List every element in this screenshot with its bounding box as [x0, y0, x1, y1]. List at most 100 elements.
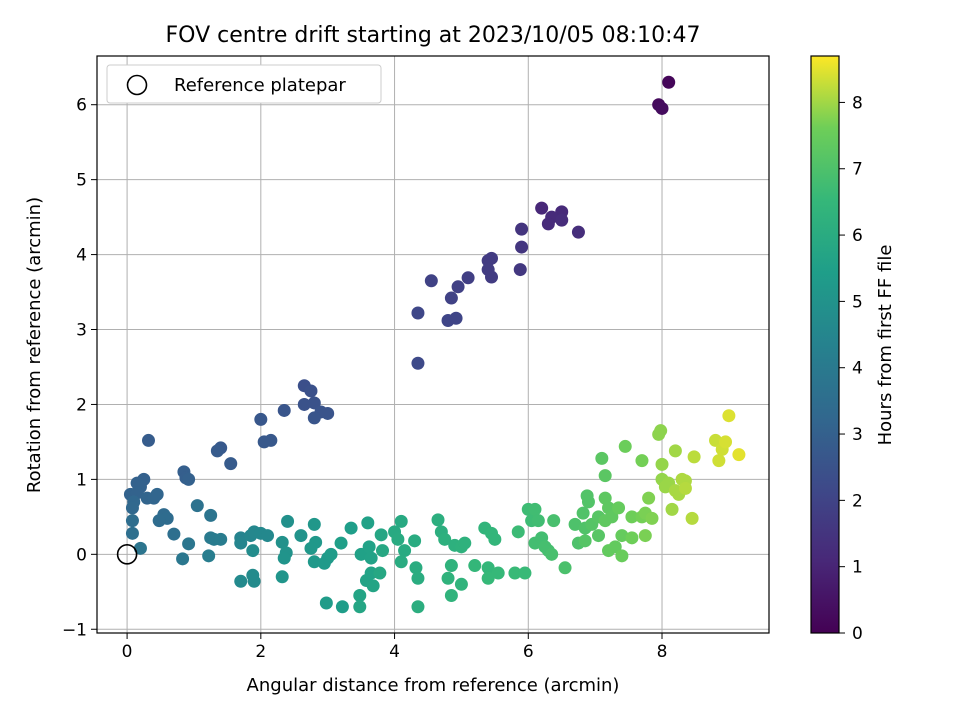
- data-point: [444, 559, 458, 573]
- data-point: [481, 571, 495, 585]
- data-point: [335, 600, 349, 614]
- data-point: [214, 532, 228, 546]
- data-point: [210, 444, 224, 458]
- data-point: [515, 222, 529, 236]
- data-point: [461, 271, 475, 285]
- data-point: [578, 534, 592, 548]
- data-point: [133, 541, 147, 555]
- data-point: [391, 532, 405, 546]
- data-point: [366, 579, 380, 593]
- data-point: [362, 540, 376, 554]
- data-points: [123, 75, 746, 614]
- y-axis-label: Rotation from reference (arcmin): [24, 197, 45, 493]
- data-point: [364, 551, 378, 565]
- data-point: [373, 566, 387, 580]
- data-point: [645, 511, 659, 525]
- data-point: [374, 528, 388, 542]
- data-point: [642, 491, 656, 505]
- data-point: [344, 521, 358, 535]
- data-point: [304, 541, 318, 555]
- data-point: [141, 433, 155, 447]
- data-point: [182, 472, 196, 486]
- data-point: [485, 270, 499, 284]
- data-point: [712, 454, 726, 468]
- data-point: [204, 508, 218, 522]
- y-tick-label: −1: [62, 620, 87, 640]
- data-point: [618, 439, 632, 453]
- data-point: [625, 531, 639, 545]
- data-point: [595, 451, 609, 465]
- colorbar-ticks: 0 1 2 3 4 5 6 7 8: [839, 93, 863, 644]
- data-point: [202, 549, 216, 563]
- data-point: [304, 384, 318, 398]
- colorbar-tick-label: 0: [852, 624, 863, 644]
- y-tick-label: 0: [76, 545, 87, 565]
- data-point: [481, 561, 495, 575]
- colorbar-gradient: [810, 55, 840, 634]
- data-point: [411, 356, 425, 370]
- data-point: [515, 240, 529, 254]
- y-tick-label: 2: [76, 395, 87, 415]
- colorbar-tick-label: 3: [852, 425, 863, 445]
- data-point: [598, 469, 612, 483]
- data-point: [615, 529, 629, 543]
- colorbar-tick-label: 4: [852, 359, 863, 379]
- data-point: [605, 510, 619, 524]
- data-point: [321, 406, 335, 420]
- data-point: [376, 544, 390, 558]
- x-tick-label: 4: [389, 642, 400, 662]
- data-point: [394, 514, 408, 528]
- data-point: [411, 306, 425, 320]
- data-point: [277, 551, 291, 565]
- data-point: [408, 534, 422, 548]
- data-point: [334, 536, 348, 550]
- data-point: [411, 600, 425, 614]
- data-point: [444, 291, 458, 305]
- data-point: [615, 549, 629, 563]
- chart-title: FOV centre drift starting at 2023/10/05 …: [166, 23, 701, 48]
- data-point: [488, 532, 502, 546]
- data-point: [491, 566, 505, 580]
- y-tick-label: 5: [76, 171, 87, 191]
- plot-frame: [96, 55, 770, 634]
- data-point: [678, 481, 692, 495]
- data-point: [638, 529, 652, 543]
- data-point: [224, 457, 238, 471]
- data-point: [591, 529, 605, 543]
- y-tick-label: 4: [76, 246, 87, 266]
- x-tick-label: 0: [122, 642, 133, 662]
- data-point: [441, 571, 455, 585]
- data-point: [687, 450, 701, 464]
- data-point: [234, 574, 248, 588]
- data-point: [307, 555, 321, 569]
- data-point: [394, 555, 408, 569]
- data-point: [438, 532, 452, 546]
- data-point: [612, 501, 626, 515]
- data-point: [518, 566, 532, 580]
- data-point: [182, 537, 196, 551]
- x-axis-label: Angular distance from reference (arcmin): [247, 675, 620, 696]
- data-point: [665, 502, 679, 516]
- data-point: [307, 411, 321, 425]
- data-point: [277, 403, 291, 417]
- data-point: [722, 409, 736, 423]
- x-axis-ticks: 0 2 4 6 8: [122, 633, 667, 662]
- y-tick-label: 1: [76, 470, 87, 490]
- data-point: [558, 561, 572, 575]
- data-point: [481, 254, 495, 268]
- data-point: [655, 457, 669, 471]
- y-tick-label: 6: [76, 96, 87, 116]
- colorbar: 0 1 2 3 4 5 6 7 8 Hours from first FF file: [810, 55, 896, 644]
- reference-point: [116, 544, 138, 565]
- data-point: [353, 600, 367, 614]
- data-point: [513, 263, 527, 277]
- data-point: [576, 506, 590, 520]
- data-point: [662, 75, 676, 89]
- colorbar-label: Hours from first FF file: [875, 245, 896, 446]
- data-point: [547, 514, 561, 528]
- data-point: [431, 513, 445, 527]
- data-point: [324, 547, 338, 561]
- data-point: [535, 201, 549, 215]
- data-point: [167, 527, 181, 541]
- data-point: [668, 444, 682, 458]
